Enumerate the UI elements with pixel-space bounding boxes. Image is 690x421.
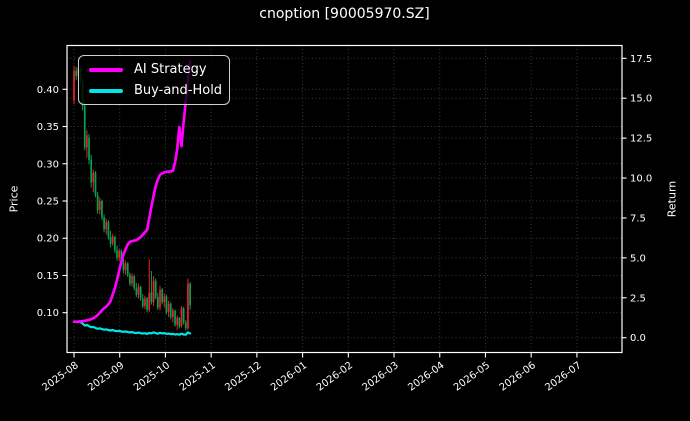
legend-item-ai-strategy: AI Strategy <box>89 62 221 77</box>
return-tick-label: 10.0 <box>630 174 652 185</box>
date-tick-label: 2026-01 <box>269 360 309 393</box>
date-tick-label: 2025-12 <box>223 360 263 393</box>
return-tick-label: 0.0 <box>630 333 646 344</box>
date-tick-label: 2026-07 <box>543 360 583 393</box>
legend-item-buy-and-hold: Buy-and-Hold <box>89 83 223 98</box>
return-tick-label: 7.5 <box>630 213 646 224</box>
return-tick-label: 5.0 <box>630 253 646 264</box>
date-tick-label: 2026-04 <box>406 360 446 393</box>
return-axis-label: Return <box>665 180 679 218</box>
axes-spines <box>66 44 623 354</box>
price-tick-label: 0.20 <box>37 234 59 245</box>
price-tick-label: 0.35 <box>37 122 59 133</box>
legend-label-buy-and-hold: Buy-and-Hold <box>134 83 223 98</box>
chart-title: cnoption [90005970.SZ] <box>259 6 430 22</box>
price-axis-label: Price <box>7 185 21 213</box>
price-tick-label: 0.30 <box>37 159 59 170</box>
ai-strategy-line-swatch <box>89 67 123 72</box>
date-tick-label: 2025-09 <box>86 360 126 393</box>
return-tick-label: 15.0 <box>630 94 652 105</box>
price-tick-label: 0.10 <box>37 308 59 319</box>
price-tick-label: 0.40 <box>37 85 59 96</box>
buy-and-hold-line <box>72 320 192 336</box>
legend-label-ai-strategy: AI Strategy <box>134 62 207 77</box>
buy-and-hold-line-swatch <box>89 88 123 93</box>
candlestick-series <box>73 65 191 331</box>
grid <box>67 45 622 353</box>
date-tick-label: 2026-05 <box>452 360 492 393</box>
date-tick-label: 2026-03 <box>361 360 401 393</box>
date-tick-label: 2025-10 <box>132 360 172 393</box>
date-tick-label: 2026-06 <box>498 360 538 393</box>
date-tick-label: 2025-11 <box>178 360 218 393</box>
return-tick-label: 17.5 <box>630 54 652 65</box>
return-tick-label: 2.5 <box>630 293 646 304</box>
date-tick-label: 2026-02 <box>315 360 355 393</box>
legend: AI Strategy Buy-and-Hold <box>78 55 230 105</box>
price-tick-label: 0.15 <box>37 271 59 282</box>
date-tick-label: 2025-08 <box>40 360 80 393</box>
price-tick-label: 0.25 <box>37 197 59 208</box>
return-tick-label: 12.5 <box>630 134 652 145</box>
ai-strategy-line <box>72 60 192 324</box>
tick-marks <box>62 57 627 358</box>
